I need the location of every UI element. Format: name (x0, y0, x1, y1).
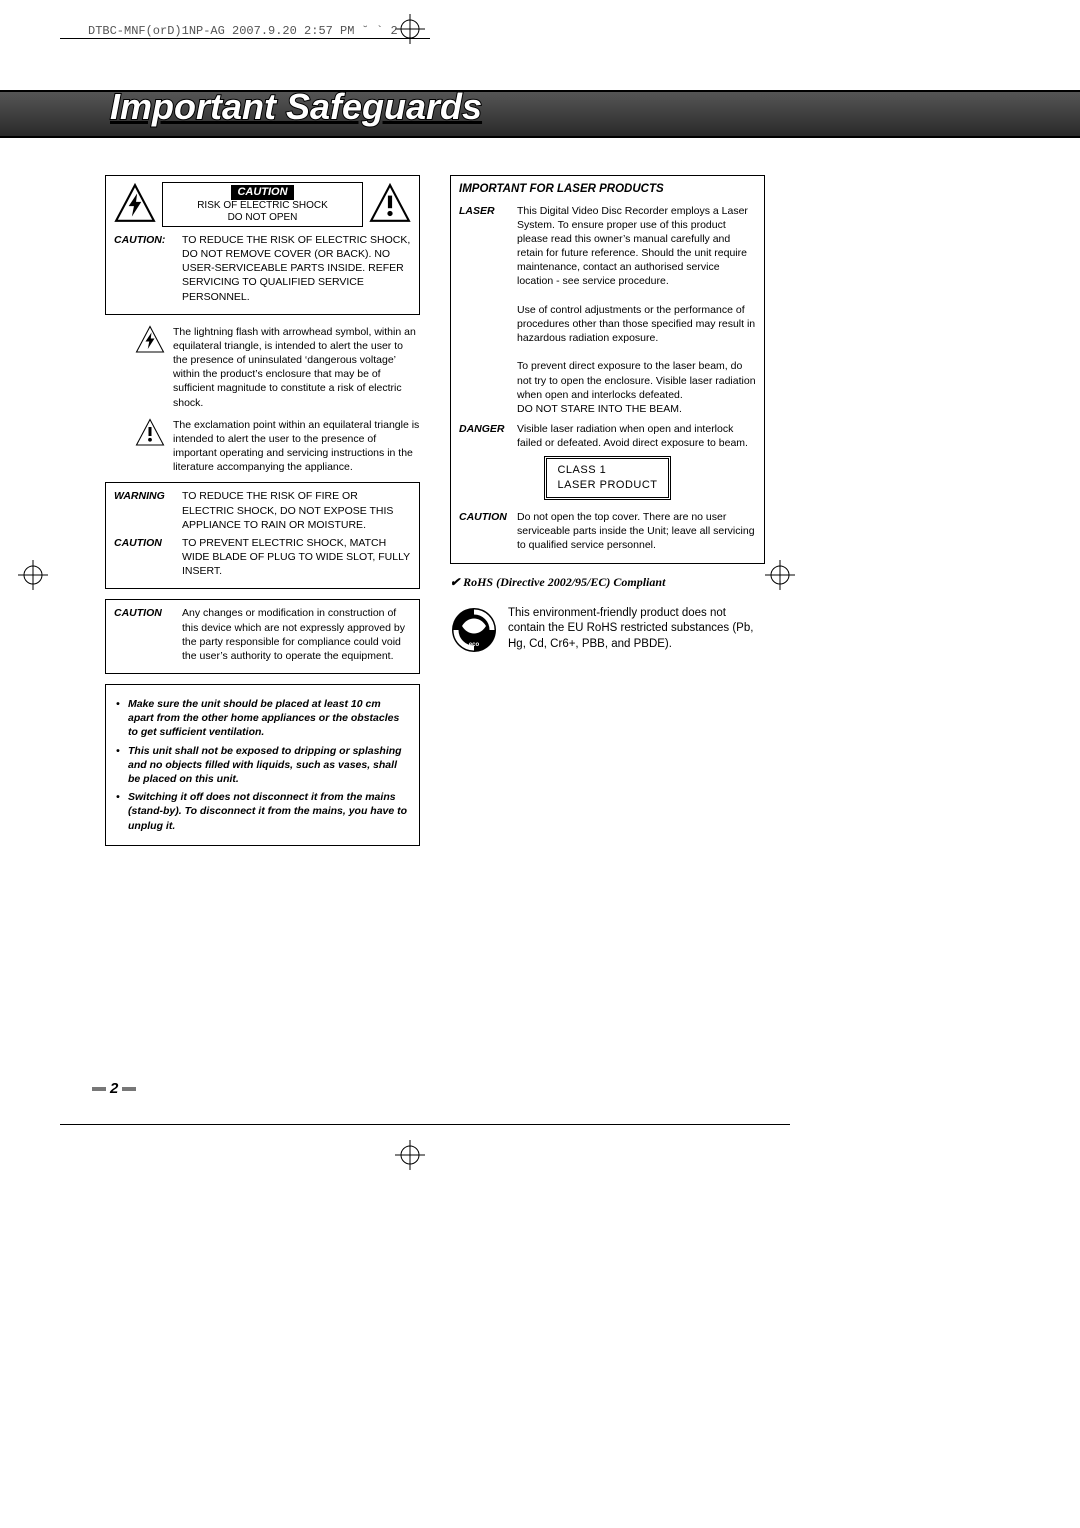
print-job-header: DTBC-MNF(orD)1NP-AG 2007.9.20 2:57 PM ˘ … (88, 24, 398, 38)
note-item: Switching it off does not disconnect it … (116, 790, 409, 833)
exclaim-triangle-icon (135, 418, 165, 448)
danger-label: DANGER (459, 422, 511, 450)
laser-label: LASER (459, 204, 511, 417)
placement-notes-box: Make sure the unit should be placed at l… (105, 684, 420, 846)
crop-mark-top (395, 14, 425, 44)
note-item: This unit shall not be exposed to drippi… (116, 744, 409, 787)
crop-mark-bottom (395, 1140, 425, 1170)
bolt-explainer-text: The lightning flash with arrowhead symbo… (173, 325, 420, 410)
caution-body: TO REDUCE THE RISK OF ELECTRIC SHOCK, DO… (182, 233, 411, 304)
header-rule (60, 38, 430, 39)
laser-p2: Use of control adjustments or the perfor… (517, 304, 755, 344)
exclaim-explainer: The exclamation point within an equilate… (135, 418, 420, 475)
svg-text:eco: eco (469, 642, 480, 648)
bolt-triangle-icon (114, 183, 156, 225)
caution3-label: CAUTION (114, 606, 176, 663)
laser-p4: DO NOT STARE INTO THE BEAM. (517, 403, 682, 415)
rohs-row: eco This environment-friendly product do… (450, 606, 765, 654)
laser-products-box: IMPORTANT FOR LASER PRODUCTS LASER This … (450, 175, 765, 564)
bolt-explainer: The lightning flash with arrowhead symbo… (135, 325, 420, 410)
warning-label: WARNING (114, 489, 176, 532)
note-item: Make sure the unit should be placed at l… (116, 697, 409, 740)
warning-text: TO REDUCE THE RISK OF FIRE OR ELECTRIC S… (182, 489, 411, 532)
risk-line-2: DO NOT OPEN (167, 212, 358, 224)
laser-p1: This Digital Video Disc Recorder employs… (517, 205, 748, 288)
rohs-badge-icon: eco (450, 606, 498, 654)
page-number: 2 (88, 1080, 140, 1097)
danger-text: Visible laser radiation when open and in… (517, 422, 756, 450)
crop-mark-left (18, 560, 48, 590)
page-title: Important Safeguards (110, 86, 482, 128)
content-columns: CAUTION RISK OF ELECTRIC SHOCK DO NOT OP… (105, 175, 765, 846)
crop-mark-right (765, 560, 795, 590)
rohs-text: This environment-friendly product does n… (508, 606, 765, 654)
page-number-value: 2 (110, 1080, 118, 1097)
class1-line2: LASER PRODUCT (557, 478, 657, 493)
caution3-text: Any changes or modification in construct… (182, 606, 411, 663)
rohs-heading: RoHS (Directive 2002/95/EC) Compliant (450, 574, 765, 590)
caution-shock-box: CAUTION RISK OF ELECTRIC SHOCK DO NOT OP… (105, 175, 420, 315)
caution2-text: TO PREVENT ELECTRIC SHOCK, MATCH WIDE BL… (182, 536, 411, 579)
footer-rule (60, 1124, 790, 1125)
bolt-triangle-icon (135, 325, 165, 355)
caution2-label: CAUTION (114, 536, 176, 579)
risk-line-1: RISK OF ELECTRIC SHOCK (167, 200, 358, 212)
caution4-label: CAUTION (459, 510, 511, 553)
warning-caution-box: WARNING TO REDUCE THE RISK OF FIRE OR EL… (105, 482, 420, 589)
class1-laser-badge: CLASS 1 LASER PRODUCT (544, 456, 670, 500)
exclaim-triangle-icon (369, 183, 411, 225)
class1-line1: CLASS 1 (557, 463, 657, 478)
caution-header-label: CAUTION: (114, 233, 176, 304)
modification-caution-box: CAUTION Any changes or modification in c… (105, 599, 420, 674)
left-column: CAUTION RISK OF ELECTRIC SHOCK DO NOT OP… (105, 175, 420, 846)
laser-header: IMPORTANT FOR LASER PRODUCTS (459, 182, 756, 198)
laser-p3: To prevent direct exposure to the laser … (517, 360, 756, 400)
caution-label: CAUTION (231, 185, 293, 200)
exclaim-explainer-text: The exclamation point within an equilate… (173, 418, 420, 475)
caution4-text: Do not open the top cover. There are no … (517, 510, 756, 553)
right-column: IMPORTANT FOR LASER PRODUCTS LASER This … (450, 175, 765, 846)
